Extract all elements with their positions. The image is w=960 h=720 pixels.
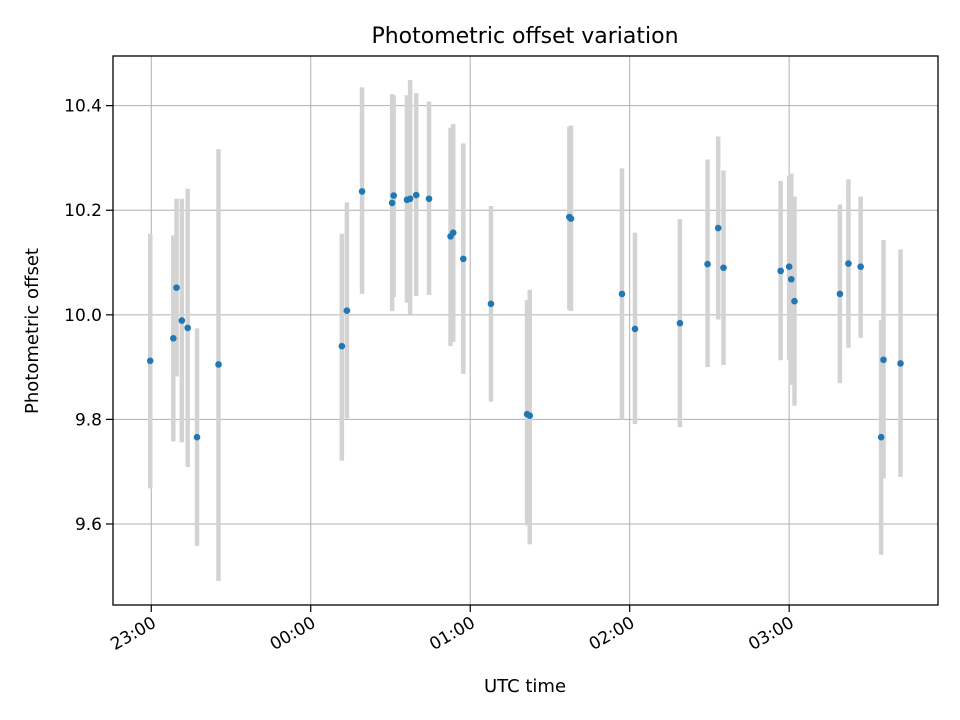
data-point — [704, 260, 711, 268]
data-point — [897, 360, 904, 367]
y-tick-label: 10.0 — [64, 306, 102, 326]
data-point — [720, 264, 727, 272]
data-point — [857, 263, 864, 271]
data-point — [338, 342, 346, 350]
data-point — [714, 224, 722, 232]
data-point — [146, 357, 154, 365]
data-point — [877, 433, 885, 441]
y-tick-label: 9.6 — [75, 515, 102, 535]
data-point — [567, 215, 575, 222]
data-point — [184, 324, 191, 332]
data-point — [388, 199, 396, 207]
data-point — [787, 275, 795, 283]
data-point — [173, 284, 180, 291]
data-point — [425, 195, 433, 203]
data-point — [178, 317, 186, 324]
data-point — [880, 356, 887, 364]
data-point — [170, 335, 177, 342]
data-point — [412, 191, 420, 199]
data-point — [487, 300, 495, 308]
chart-title: Photometric offset variation — [371, 24, 678, 49]
data-point — [343, 307, 351, 314]
data-point — [358, 188, 366, 195]
plot-frame — [112, 55, 939, 606]
data-point — [785, 263, 793, 271]
data-points — [146, 188, 904, 441]
data-point — [193, 433, 201, 441]
data-point — [836, 290, 844, 298]
data-point — [777, 267, 784, 275]
y-tick-label: 10.2 — [64, 201, 102, 221]
data-point — [526, 412, 534, 420]
data-point — [406, 195, 414, 203]
data-point — [215, 361, 222, 368]
data-point — [631, 325, 639, 333]
data-point — [460, 255, 467, 263]
y-tick-label: 10.4 — [64, 97, 102, 117]
data-point — [845, 260, 852, 267]
x-axis-label: UTC time — [484, 676, 566, 697]
data-point — [618, 290, 626, 298]
data-point — [791, 297, 798, 305]
data-point — [390, 192, 397, 199]
data-point — [676, 319, 684, 327]
y-tick-label: 9.8 — [75, 410, 102, 430]
data-point — [449, 229, 457, 237]
y-axis-label: Photometric offset — [22, 248, 43, 414]
